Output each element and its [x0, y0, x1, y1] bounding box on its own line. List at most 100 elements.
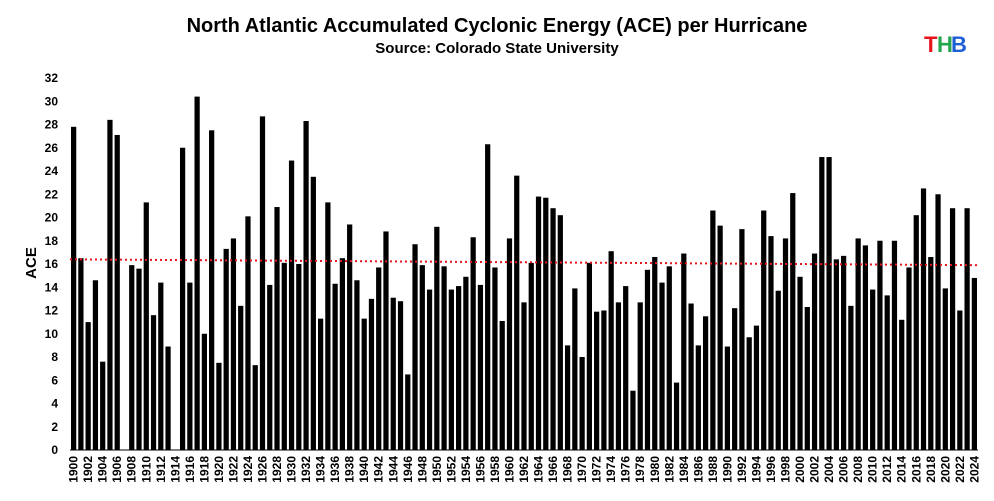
x-tick-label: 1994	[749, 456, 763, 483]
x-tick-label: 1928	[270, 456, 284, 483]
x-tick-label: 1902	[81, 456, 95, 483]
x-tick-label: 1990	[720, 456, 734, 483]
bar-2001	[804, 307, 810, 450]
y-tick-label: 28	[45, 118, 59, 132]
chart-title: North Atlantic Accumulated Cyclonic Ener…	[187, 15, 808, 37]
x-tick-label: 1998	[779, 456, 793, 483]
x-tick-label: 1976	[619, 456, 633, 483]
x-tick-label: 1964	[532, 456, 546, 483]
bar-1922	[230, 238, 237, 450]
bar-1966	[550, 208, 556, 450]
bar-1904	[100, 361, 106, 450]
bar-1930	[288, 160, 295, 451]
x-tick-label: 1908	[125, 456, 139, 483]
x-tick-label: 1984	[677, 456, 691, 483]
bar-1903	[92, 280, 99, 450]
bar-1967	[557, 215, 563, 450]
bar-1957	[485, 144, 491, 450]
bar-1940	[361, 318, 367, 450]
y-tick-label: 6	[51, 373, 58, 387]
bar-1932	[303, 121, 309, 450]
bar-2005	[833, 259, 839, 450]
x-tick-label: 1942	[372, 456, 386, 483]
bar-1991	[732, 308, 738, 450]
bar-1911	[150, 315, 157, 450]
bar-1974	[608, 251, 614, 450]
x-tick-label: 1954	[459, 456, 473, 483]
bar-1924	[245, 216, 251, 450]
bar-1910	[143, 202, 149, 450]
x-tick-label: 1932	[299, 456, 313, 483]
x-tick-label: 2016	[909, 456, 923, 483]
bar-1927	[267, 284, 273, 450]
bar-1925	[252, 365, 258, 450]
bar-1908	[129, 265, 135, 450]
y-tick-label: 26	[45, 141, 59, 155]
bar-2015	[906, 267, 912, 450]
bar-2004	[826, 157, 832, 451]
bar-1972	[594, 311, 600, 450]
y-tick-label: 22	[45, 187, 59, 201]
bar-1953	[456, 286, 462, 450]
bar-1958	[492, 267, 498, 450]
x-tick-label: 1930	[285, 456, 299, 483]
x-tick-label: 1934	[314, 456, 328, 483]
bar-1983	[673, 382, 680, 450]
bar-1952	[448, 289, 454, 450]
bar-1949	[426, 289, 433, 450]
bar-2024	[971, 277, 977, 450]
bar-2000	[797, 276, 803, 450]
logo-letter-h: H	[937, 32, 953, 57]
bar-1976	[623, 286, 629, 450]
bar-1990	[724, 346, 731, 450]
x-tick-label: 1978	[633, 456, 647, 483]
bar-1954	[463, 276, 469, 450]
bar-1909	[136, 268, 142, 450]
bar-1933	[310, 176, 316, 450]
bar-1961	[514, 175, 520, 450]
bar-1944	[390, 297, 396, 450]
bar-1989	[717, 225, 723, 450]
bar-1995	[761, 210, 767, 450]
bar-1975	[615, 302, 622, 450]
bar-2016	[913, 215, 919, 450]
bar-1960	[506, 238, 513, 450]
bar-1955	[470, 237, 476, 450]
x-tick-label: 2022	[953, 456, 967, 483]
bar-1945	[397, 301, 404, 450]
bar-1946	[405, 374, 411, 450]
y-tick-label: 4	[51, 397, 58, 411]
bar-2013	[891, 240, 898, 450]
bar-1980	[652, 257, 658, 450]
x-tick-label: 1988	[706, 456, 720, 483]
bar-1929	[281, 262, 287, 450]
x-tick-label: 1958	[488, 456, 502, 483]
bar-1973	[601, 310, 607, 450]
bar-1978	[637, 302, 643, 450]
bar-1965	[543, 197, 549, 450]
x-tick-label: 1986	[691, 456, 705, 483]
y-axis-label: ACE	[23, 247, 40, 279]
bar-1928	[274, 207, 280, 450]
bar-1964	[535, 196, 542, 450]
x-tick-label: 1912	[154, 456, 168, 483]
bar-1979	[644, 269, 651, 450]
x-tick-label: 2010	[866, 456, 880, 483]
x-tick-label: 2006	[837, 456, 851, 483]
bar-1931	[296, 264, 302, 450]
y-tick-label: 20	[45, 211, 59, 225]
bar-2002	[811, 253, 818, 450]
x-tick-label: 1974	[604, 456, 618, 483]
x-tick-label: 2024	[967, 456, 981, 483]
bar-1935	[325, 202, 331, 450]
bar-1997	[775, 290, 781, 450]
x-tick-label: 2008	[851, 456, 865, 483]
bar-1901	[78, 258, 84, 450]
bar-1918	[201, 333, 207, 450]
bar-1915	[179, 147, 186, 450]
x-tick-label: 1918	[197, 456, 211, 483]
bar-1962	[521, 302, 527, 450]
x-tick-label: 2014	[895, 456, 909, 483]
bar-1959	[499, 320, 505, 450]
